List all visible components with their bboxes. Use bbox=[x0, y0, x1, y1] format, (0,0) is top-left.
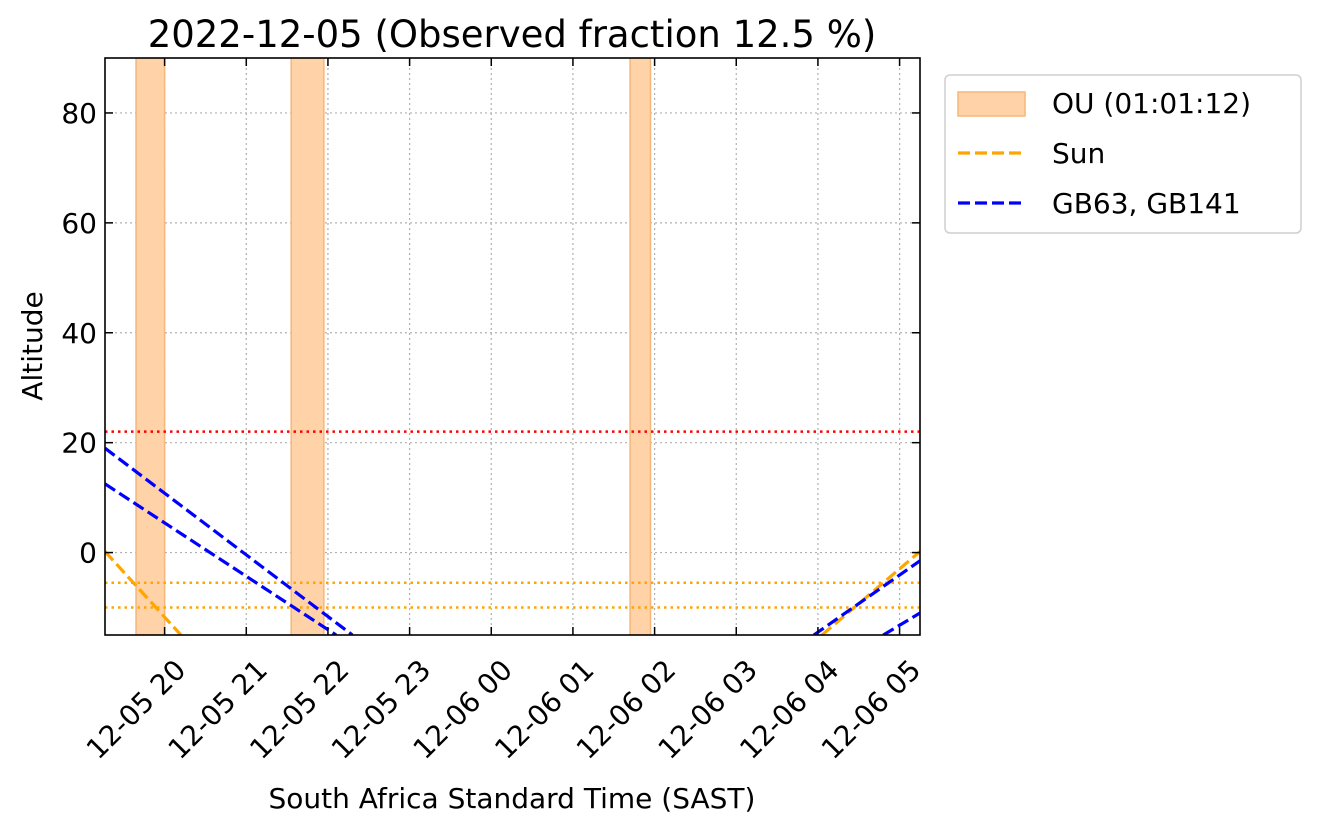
y-tick-label: 60 bbox=[61, 207, 97, 240]
series-line bbox=[820, 550, 920, 635]
grid bbox=[105, 58, 920, 635]
y-tick-label: 40 bbox=[61, 317, 97, 350]
series-line bbox=[105, 550, 183, 635]
legend-label: GB63, GB141 bbox=[1052, 187, 1241, 220]
y-axis-label: Altitude bbox=[16, 291, 49, 400]
y-tick-label: 20 bbox=[61, 427, 97, 460]
observed-window bbox=[629, 58, 652, 635]
chart-title: 2022-12-05 (Observed fraction 12.5 %) bbox=[148, 13, 877, 56]
plot-frame bbox=[104, 57, 921, 636]
legend: OU (01:01:12) Sun GB63, GB141 bbox=[944, 74, 1302, 234]
legend-label: Sun bbox=[1052, 137, 1105, 170]
series-line bbox=[882, 611, 920, 635]
y-tick-label: 0 bbox=[79, 537, 97, 570]
reference-lines bbox=[105, 430, 920, 609]
observed-window bbox=[290, 58, 325, 635]
series-line bbox=[105, 446, 354, 635]
series-line bbox=[812, 559, 920, 635]
y-axis-ticks: 0 20 40 60 80 bbox=[61, 97, 920, 570]
series-line bbox=[105, 482, 337, 635]
x-axis-label: South Africa Standard Time (SAST) bbox=[269, 782, 756, 815]
legend-label: OU (01:01:12) bbox=[1052, 87, 1251, 120]
observed-windows bbox=[135, 58, 652, 635]
y-tick-label: 80 bbox=[61, 97, 97, 130]
legend-box bbox=[944, 74, 1302, 234]
observed-window bbox=[135, 58, 166, 635]
legend-swatch bbox=[957, 91, 1026, 117]
altitude-series bbox=[105, 446, 920, 635]
